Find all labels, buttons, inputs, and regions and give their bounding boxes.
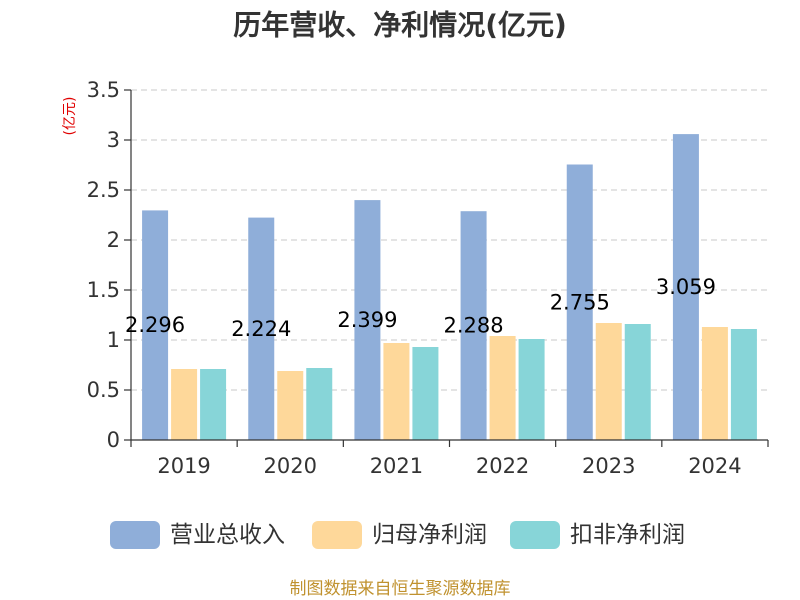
- y-tick-label: 1: [107, 328, 120, 352]
- legend-label-deducted-net-profit: 扣非净利润: [570, 522, 685, 548]
- net-profit-bar-2023[interactable]: [595, 323, 622, 440]
- revenue-bar-2019[interactable]: [142, 210, 169, 440]
- legend-item-net-profit[interactable]: 归母净利润: [312, 521, 487, 549]
- legend-item-deducted-net-profit[interactable]: 扣非净利润: [510, 521, 685, 549]
- y-axis-label: (亿元): [62, 97, 78, 136]
- revenue-bar-2023[interactable]: [566, 164, 593, 441]
- net-profit-bar-2021[interactable]: [383, 343, 410, 440]
- x-tick-label: 2022: [476, 454, 529, 478]
- legend: 营业总收入 归母净利润 扣非净利润: [110, 521, 685, 549]
- deducted-net-profit-bar-2019[interactable]: [200, 369, 227, 440]
- net-profit-bar-2024[interactable]: [701, 327, 728, 440]
- axes: 0 0.5 1 1.5 2 2.5 3 3.5 2019 2020 2021 2022 2023 202…: [87, 78, 769, 478]
- revenue-data-label: 2.288: [444, 314, 504, 338]
- revenue-bar-2022[interactable]: [460, 211, 487, 440]
- deducted-net-profit-bar-2021[interactable]: [412, 347, 439, 440]
- deducted-net-profit-bar-2022[interactable]: [518, 339, 545, 440]
- y-axis-ticks: 0 0.5 1 1.5 2 2.5 3 3.5: [87, 78, 131, 452]
- x-tick-label: 2021: [370, 454, 423, 478]
- chart-title: 历年营收、净利情况(亿元): [233, 9, 567, 42]
- x-axis-ticks: 2019 2020 2021 2022 2023 2024: [130, 440, 769, 478]
- revenue-data-label: 2.296: [125, 313, 185, 337]
- y-tick-label: 1.5: [87, 278, 120, 302]
- y-tick-label: 3: [107, 128, 120, 152]
- revenue-data-label: 2.224: [231, 317, 291, 341]
- net-profit-bar-2020[interactable]: [277, 371, 304, 440]
- net-profit-bar-2019[interactable]: [171, 369, 198, 440]
- revenue-data-label: 2.755: [550, 290, 610, 314]
- revenue-bar-2020[interactable]: [248, 217, 275, 440]
- deducted-net-profit-bar-2024[interactable]: [730, 329, 757, 440]
- revenue-data-label: 3.059: [656, 275, 716, 299]
- revenue-data-label: 2.399: [337, 308, 397, 332]
- x-tick-label: 2024: [688, 454, 741, 478]
- y-tick-label: 2: [107, 228, 120, 252]
- legend-label-net-profit: 归母净利润: [372, 522, 487, 548]
- deducted-net-profit-bar-2020[interactable]: [306, 368, 333, 440]
- net-profit-bar-2022[interactable]: [489, 336, 516, 440]
- source-footer: 制图数据来自恒生聚源数据库: [290, 579, 511, 599]
- y-tick-label: 2.5: [87, 178, 120, 202]
- legend-item-revenue[interactable]: 营业总收入: [110, 521, 285, 549]
- y-tick-label: 0: [107, 428, 120, 452]
- deducted-net-profit-bar-2023[interactable]: [624, 324, 651, 440]
- data-labels: 2.296 2.224 2.399 2.288 2.755 3.059: [125, 275, 716, 341]
- gridlines: [131, 89, 768, 391]
- legend-swatch-deducted-net-profit: [510, 521, 560, 549]
- legend-swatch-net-profit: [312, 521, 362, 549]
- x-tick-label: 2023: [582, 454, 635, 478]
- legend-swatch-revenue: [110, 521, 160, 549]
- bars: [142, 134, 757, 440]
- y-tick-label: 3.5: [87, 78, 120, 102]
- x-tick-label: 2019: [157, 454, 210, 478]
- revenue-bar-2021[interactable]: [354, 200, 381, 440]
- legend-label-revenue: 营业总收入: [170, 522, 285, 548]
- y-tick-label: 0.5: [87, 378, 120, 402]
- x-tick-label: 2020: [264, 454, 317, 478]
- revenue-bar-2024[interactable]: [672, 134, 699, 440]
